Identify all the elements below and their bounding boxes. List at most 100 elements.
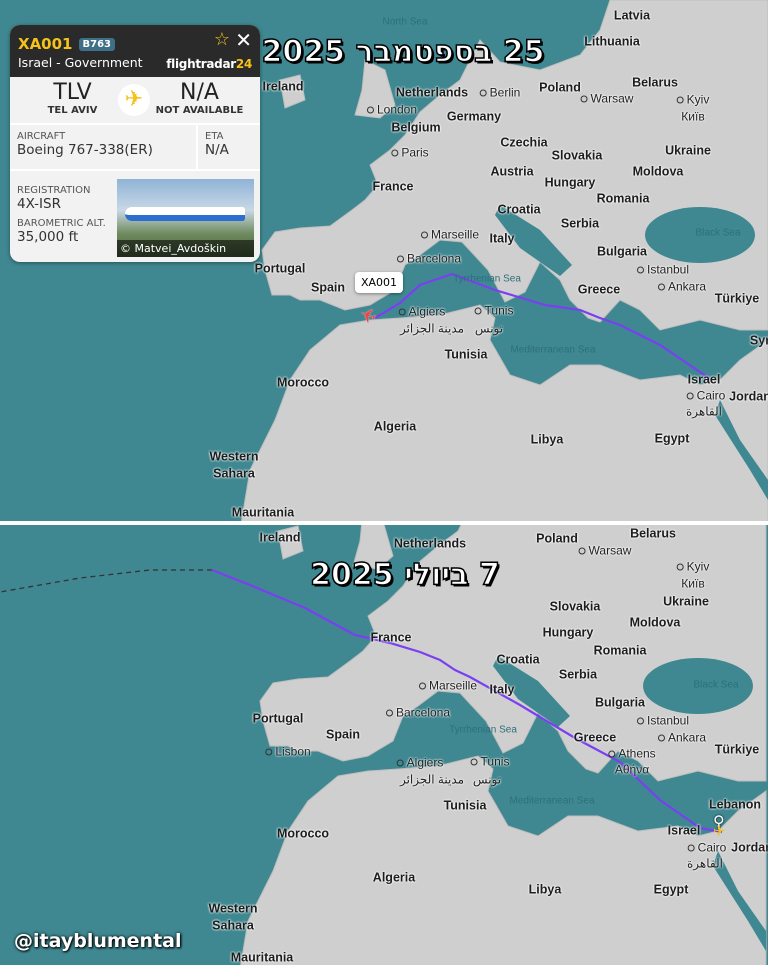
map-label: Αθήνα	[614, 762, 650, 777]
map-label: مدينة الجزائر	[399, 772, 465, 787]
date-title: 25 בספטמבר 2025	[261, 34, 546, 71]
map-label: Western	[208, 901, 258, 916]
map-label: Jordan	[731, 840, 768, 855]
map-label: Moldova	[632, 164, 684, 179]
map-label: Ireland	[262, 79, 304, 94]
flight-label[interactable]: XA001	[355, 272, 404, 293]
map-label: Western	[209, 449, 259, 464]
map-label: Egypt	[654, 431, 690, 446]
map-label: Jordan	[729, 389, 768, 404]
map-label: مدينة الجزائر	[399, 321, 465, 336]
map-label: Tunis	[471, 755, 510, 769]
black-sea	[645, 207, 755, 263]
map-label: Slovakia	[551, 148, 603, 163]
map-label: Bulgaria	[596, 244, 648, 259]
aircraft-row: AIRCRAFT Boeing 767-338(ER) ETA N/A	[10, 125, 260, 171]
flight-info-card: XA001 B763 Israel - Government ☆ ✕ flight…	[10, 25, 260, 262]
card-header: XA001 B763 Israel - Government ☆ ✕ flight…	[10, 25, 260, 77]
map-label: Poland	[536, 531, 578, 546]
map-label: Black Sea	[695, 227, 741, 239]
flight-path	[374, 272, 713, 381]
land-mass	[240, 304, 768, 521]
map-label: Barcelona	[386, 706, 450, 720]
water-body	[495, 205, 572, 276]
map-label: Türkiye	[714, 742, 760, 757]
flightradar24-logo: flightradar24	[166, 57, 252, 71]
registration: 4X-ISR	[17, 196, 61, 212]
operator: Israel - Government	[18, 55, 143, 70]
map-label: Egypt	[653, 882, 689, 897]
aircraft-model: Boeing 767-338(ER)	[17, 142, 153, 158]
eta-value: N/A	[205, 142, 229, 158]
map-label: Sahara	[212, 918, 254, 933]
black-sea	[643, 658, 753, 714]
origin-airport: TLV TEL AVIV	[47, 80, 98, 117]
plane-icon[interactable]: ✈	[713, 822, 726, 840]
map-label: Italy	[489, 682, 515, 697]
map-panel-september[interactable]: 25 בספטמבר 2025 North Sea Latvia Lithuania…	[0, 0, 768, 521]
map-label: Ankara	[658, 731, 706, 745]
map-label: Hungary	[542, 625, 594, 640]
map-label: Belgium	[391, 120, 441, 135]
land-mass	[240, 755, 767, 965]
map-label: Black Sea	[693, 679, 739, 691]
map-label: Tunisia	[443, 798, 487, 813]
map-label: Lithuania	[584, 34, 640, 49]
map-label: Greece	[573, 730, 617, 745]
map-label: Belarus	[632, 75, 678, 90]
close-icon[interactable]: ✕	[235, 28, 252, 52]
map-label: Warsaw	[579, 544, 632, 558]
map-label: Київ	[681, 109, 705, 124]
map-label: Tunisia	[444, 347, 488, 362]
map-label: Ankara	[658, 280, 706, 294]
map-label: القاهرة	[687, 856, 723, 871]
map-label: Mauritania	[230, 950, 294, 965]
map-label: Netherlands	[395, 85, 469, 100]
map-label: Istanbul	[637, 263, 689, 277]
map-label: Algeria	[373, 419, 417, 434]
map-label: Italy	[489, 231, 515, 246]
map-label: Mediterranean Sea	[510, 344, 596, 356]
aircraft-photo[interactable]: © Matvei_Avdoškin	[117, 179, 254, 257]
date-title: 7 ביולי 2025	[309, 557, 500, 594]
map-label: Marseille	[419, 679, 477, 693]
map-label: France	[370, 630, 412, 645]
map-label: Germany	[446, 109, 502, 124]
star-icon[interactable]: ☆	[213, 29, 230, 50]
map-label: Athens	[608, 747, 655, 761]
map-label: Bulgaria	[594, 695, 646, 710]
map-base	[240, 0, 768, 521]
land-mass	[277, 525, 304, 560]
map-label: Romania	[593, 643, 647, 658]
airplane-icon: ✈	[118, 84, 150, 116]
location-pin-icon[interactable]: ⚲	[713, 812, 725, 831]
map-label: Austria	[490, 164, 534, 179]
map-label: Morocco	[276, 375, 330, 390]
map-label: Spain	[310, 280, 346, 295]
map-label: Croatia	[497, 202, 541, 217]
altitude: 35,000 ft	[17, 229, 79, 245]
details-row: REGISTRATION 4X-ISR BAROMETRIC ALT. 35,000…	[10, 171, 260, 262]
map-label: Warsaw	[581, 92, 634, 106]
map-label: Marseille	[421, 228, 479, 242]
flight-path	[0, 569, 212, 593]
water-body	[713, 851, 766, 951]
map-label: Netherlands	[393, 536, 467, 551]
map-label: Algiers	[397, 756, 444, 770]
map-label: Ukraine	[663, 594, 709, 609]
map-label: Croatia	[496, 652, 540, 667]
map-label: Lisbon	[265, 745, 310, 759]
land-mass	[352, 525, 394, 570]
map-label: Київ	[681, 576, 705, 591]
map-label: France	[372, 179, 414, 194]
map-label: Israel	[687, 372, 721, 387]
map-panel-july[interactable]: 7 ביולי 2025 Ireland Netherlands Poland Bel…	[0, 525, 768, 965]
map-label: Moldova	[629, 615, 681, 630]
map-label: Mauritania	[231, 505, 295, 520]
aircraft-type-badge: B763	[78, 38, 115, 51]
map-label: Spain	[325, 727, 361, 742]
map-label: Romania	[596, 191, 650, 206]
map-label: Paris	[391, 146, 428, 160]
callsign: XA001	[18, 35, 73, 53]
map-label: Libya	[528, 882, 562, 897]
